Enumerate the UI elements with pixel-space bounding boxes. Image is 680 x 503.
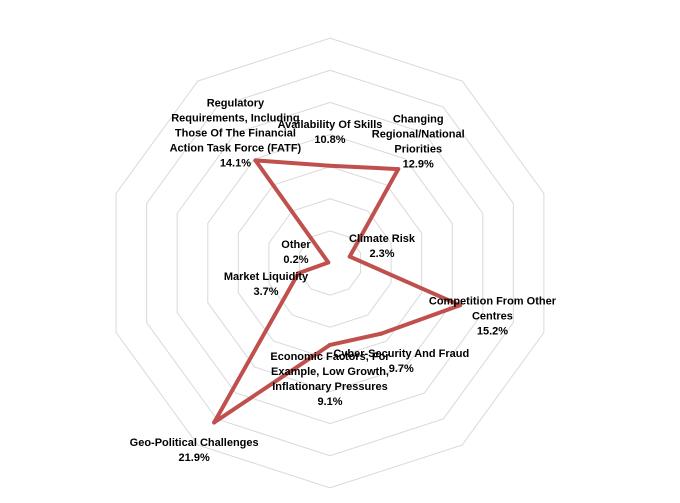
category-name-label: Inflationary Pressures (272, 381, 388, 393)
category-name-label: Cyber-Security And Fraud (333, 348, 469, 360)
category-name-label: Priorities (394, 144, 442, 156)
category-name-label: Competition From Other (429, 295, 557, 307)
category-labels: Availability Of Skills 10.8% Changing Regio… (130, 97, 557, 464)
category-name-label: Changing (393, 114, 444, 126)
data-point-8 (326, 260, 331, 265)
category-value-label: 14.1% (220, 157, 251, 169)
category-label-group-0: Availability Of Skills 10.8% (278, 119, 383, 146)
radar-series (212, 158, 463, 425)
data-point-9 (253, 158, 258, 163)
category-name-label: Example, Low Growth, (271, 366, 389, 378)
radar-grid (115, 37, 545, 489)
data-point-0 (328, 163, 332, 168)
category-label-group-1: Changing Regional/National Priorities 12.9% (372, 114, 465, 171)
category-label-group-3: Competition From Other Centres 15.2% (429, 295, 557, 337)
data-point-4 (379, 331, 384, 336)
data-point-3 (458, 303, 463, 308)
category-name-label: Requirements, Including (171, 112, 299, 124)
category-label-group-2: Climate Risk 2.3% (349, 233, 416, 260)
grid-ring-3 (237, 166, 423, 360)
category-value-label: 9.1% (317, 396, 342, 408)
category-label-group-8: Other 0.2% (281, 239, 311, 266)
category-name-label: Availability Of Skills (278, 119, 383, 131)
category-name-label: Economic Factors, For (270, 351, 390, 363)
category-name-label: Centres (472, 310, 513, 322)
category-name-label: Geo-Political Challenges (130, 437, 259, 449)
data-point-2 (347, 254, 352, 259)
category-value-label: 2.3% (369, 248, 394, 260)
data-point-5 (328, 342, 332, 347)
category-value-label: 12.9% (403, 159, 434, 171)
category-value-label: 0.2% (283, 254, 308, 266)
grid-ring-5 (176, 101, 484, 425)
category-label-group-5: Economic Factors, For Example, Low Growth… (270, 351, 390, 408)
grid-ring-7 (115, 37, 545, 489)
category-value-label: 9.7% (389, 363, 414, 375)
category-name-label: Other (281, 239, 311, 251)
data-point-1 (396, 167, 401, 172)
category-value-label: 3.7% (253, 286, 278, 298)
grid-ring-6 (146, 69, 514, 457)
category-label-group-4: Cyber-Security And Fraud 9.7% (333, 348, 469, 375)
category-name-label: Market Liquidity (224, 271, 309, 283)
category-label-group-6: Geo-Political Challenges 21.9% (130, 437, 259, 464)
data-point-6 (212, 420, 217, 425)
category-value-label: 15.2% (477, 325, 508, 337)
category-label-group-7: Market Liquidity 3.7% (224, 271, 309, 298)
category-name-label: Those Of The Financial (175, 127, 296, 139)
category-value-label: 10.8% (314, 134, 345, 146)
category-value-label: 21.9% (179, 452, 210, 464)
category-name-label: Action Task Force (FATF) (170, 142, 302, 154)
category-name-label: Regulatory (207, 97, 265, 109)
grid-ring-2 (268, 198, 392, 328)
category-name-label: Climate Risk (349, 233, 416, 245)
data-point-7 (296, 271, 301, 276)
category-label-group-9: Regulatory Requirements, Including Those O… (170, 97, 302, 169)
category-name-label: Regional/National (372, 129, 465, 141)
grid-ring-4 (207, 133, 453, 393)
